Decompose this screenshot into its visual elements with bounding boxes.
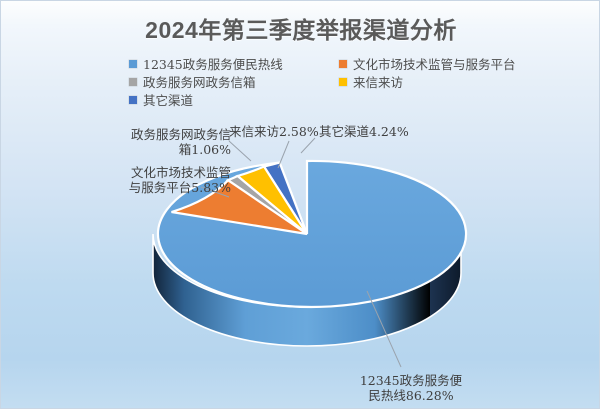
- legend-swatch-laixin: [339, 77, 347, 86]
- leader-line-rexian: [366, 290, 402, 368]
- pie-3d-side: [152, 233, 462, 347]
- chart-legend: 12345政务服务便民热线 文化市场技术监管与服务平台 政务服务网政务信箱 来信…: [129, 55, 549, 109]
- legend-item-12345[interactable]: 12345政务服务便民热线: [129, 55, 339, 72]
- legend-label-qita: 其它渠道: [143, 93, 194, 108]
- legend-swatch-wenhua: [339, 59, 347, 68]
- legend-swatch-12345: [129, 59, 137, 68]
- legend-swatch-qita: [129, 95, 137, 104]
- callout-rexian-line2: 民热线86.28%: [368, 388, 454, 403]
- callout-wenhua: 文化市场技术监管 与服务平台5.83%: [63, 165, 231, 195]
- leader-line-qita: [300, 137, 316, 154]
- pie-slice-wenhua[interactable]: [171, 178, 308, 236]
- legend-item-laixin[interactable]: 来信来访: [339, 73, 549, 90]
- legend-label-wangxin: 政务服务网政务信箱: [143, 75, 256, 90]
- page-title: 2024年第三季度举报渠道分析: [145, 17, 457, 43]
- legend-swatch-wangxin: [129, 77, 137, 86]
- callout-wangxin-line1: 政务服务网政务信: [130, 127, 231, 142]
- callout-laixin: 来信来访2.58%: [229, 124, 319, 139]
- callout-wenhua-line1: 文化市场技术监管: [130, 165, 231, 180]
- leader-line-wenhua: [200, 186, 230, 198]
- callout-wenhua-line2: 与服务平台5.83%: [128, 180, 231, 195]
- callout-rexian: 12345政务服务便 民热线86.28%: [331, 373, 491, 403]
- callout-qita: 其它渠道4.24%: [319, 124, 409, 139]
- callout-rexian-line1: 12345政务服务便: [359, 373, 463, 388]
- callout-wangxin-line2: 箱1.06%: [178, 142, 231, 157]
- legend-item-qita[interactable]: 其它渠道: [129, 91, 339, 108]
- leader-line-wangxin: [228, 140, 252, 162]
- legend-item-wangxin[interactable]: 政务服务网政务信箱: [129, 73, 339, 90]
- callout-wangxin: 政务服务网政务信 箱1.06%: [97, 127, 231, 157]
- legend-label-12345: 12345政务服务便民热线: [143, 57, 283, 72]
- leader-line-laixin: [277, 140, 290, 169]
- legend-label-laixin: 来信来访: [353, 75, 404, 90]
- callout-leader-lines: [200, 137, 402, 368]
- legend-label-wenhua: 文化市场技术监管与服务平台: [353, 57, 516, 72]
- pie-slices: [156, 159, 468, 309]
- legend-item-wenhua[interactable]: 文化市场技术监管与服务平台: [339, 55, 549, 72]
